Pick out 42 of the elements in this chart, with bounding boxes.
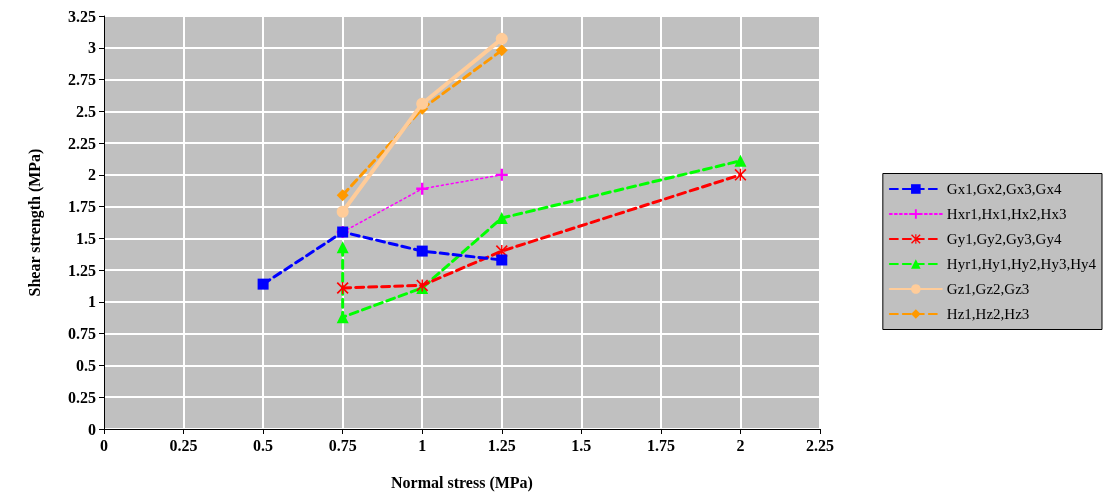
y-tick-label: 3.25	[68, 7, 96, 25]
y-tick-label: 2.25	[68, 134, 96, 152]
y-tick-label: 3	[88, 39, 96, 57]
x-tick-label: 0.75	[328, 436, 357, 454]
legend-label: Gz1,Gz2,Gz3	[946, 281, 1030, 297]
x-tick-label: 0	[100, 436, 108, 454]
x-tick-label: 1.25	[487, 436, 516, 454]
point	[496, 254, 508, 266]
point	[495, 32, 508, 45]
point	[336, 189, 349, 202]
point	[336, 205, 349, 218]
x-tick-label: 2.25	[806, 436, 834, 454]
point	[495, 44, 508, 57]
y-tick-label: 1.5	[76, 229, 96, 247]
y-tick-label: 2.5	[76, 102, 96, 120]
point	[734, 154, 747, 167]
y-tick-label: 0	[88, 420, 96, 438]
legend-label: Hxr1,Hx1,Hx2,Hx3	[946, 206, 1067, 222]
y-tick-label: 1.75	[68, 198, 96, 216]
y-tick-label: 2.75	[68, 71, 96, 89]
y-tick-label: 0.5	[76, 356, 96, 374]
legend-label: Hyr1,Hy1,Hy2,Hy3,Hy4	[946, 256, 1097, 272]
x-tick-label: 0.5	[253, 436, 274, 454]
x-tick-label: 2	[736, 436, 745, 454]
point	[257, 278, 269, 290]
point	[336, 241, 349, 254]
x-tick-label: 1.75	[646, 436, 675, 454]
legend-label: Hz1,Hz2,Hz3	[946, 306, 1030, 322]
y-tick-label: 1	[88, 293, 96, 311]
legend-label: Gy1,Gy2,Gy3,Gy4	[946, 231, 1062, 247]
legend-label: Gx1,Gx2,Gx3,Gx4	[946, 181, 1062, 197]
x-tick-label: 1.5	[571, 436, 592, 454]
point	[416, 97, 429, 110]
y-tick-label: 1.25	[68, 261, 96, 279]
y-tick-label: 0.75	[68, 325, 96, 343]
point	[416, 245, 428, 257]
x-axis-title: Normal stress (MPa)	[391, 473, 533, 492]
x-tick-label: 0.25	[169, 436, 198, 454]
y-tick-label: 0.25	[68, 388, 96, 406]
y-tick-label: 2	[88, 166, 96, 184]
y-axis-title: Shear strength (MPa)	[25, 148, 44, 297]
x-tick-label: 1	[418, 436, 427, 454]
